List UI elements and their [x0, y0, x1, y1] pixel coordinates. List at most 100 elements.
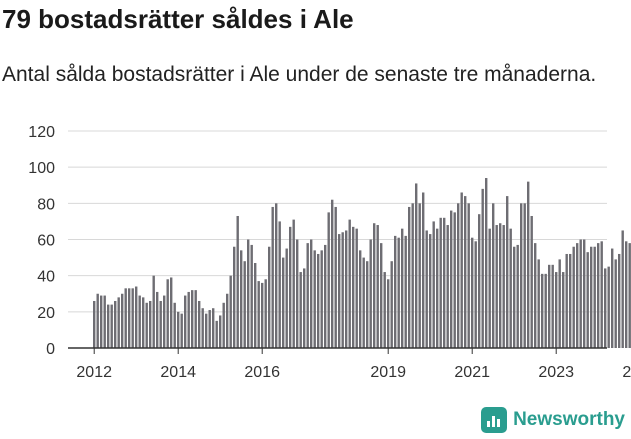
- bar: [212, 308, 215, 348]
- bar: [268, 246, 271, 348]
- bar: [565, 253, 568, 348]
- bar: [121, 293, 124, 348]
- bar: [345, 230, 348, 348]
- bar: [103, 295, 106, 348]
- bar: [621, 230, 624, 348]
- bar: [544, 273, 547, 348]
- bar: [597, 243, 600, 348]
- x-tick-label: 2016: [244, 364, 280, 381]
- bar: [229, 275, 232, 348]
- bar: [506, 196, 509, 348]
- bar: [593, 246, 596, 348]
- bar: [429, 234, 432, 348]
- bar: [614, 259, 617, 348]
- y-tick-label: 100: [28, 160, 55, 177]
- bar: [131, 288, 134, 348]
- x-tick-label: 2023: [538, 364, 574, 381]
- bar: [488, 228, 491, 348]
- bar: [579, 239, 582, 348]
- x-tick-label: 2012: [76, 364, 112, 381]
- bar: [422, 192, 425, 348]
- bar: [180, 313, 183, 348]
- bar: [411, 203, 414, 348]
- bar: [628, 243, 631, 348]
- bar: [481, 188, 484, 348]
- bar: [236, 215, 239, 348]
- chart-subtitle: Antal sålda bostadsrätter i Ale under de…: [2, 63, 597, 86]
- bar: [135, 286, 138, 348]
- bar: [313, 250, 316, 348]
- bar: [394, 235, 397, 348]
- bar: [586, 252, 589, 348]
- bar: [247, 239, 250, 348]
- bar: [292, 219, 295, 348]
- bar: [562, 272, 565, 348]
- bar: [569, 253, 572, 348]
- bar: [471, 237, 474, 348]
- bar: [142, 297, 145, 348]
- bar: [96, 293, 99, 348]
- bar: [401, 228, 404, 348]
- bar: [425, 230, 428, 348]
- bar: [439, 217, 442, 348]
- bar: [240, 250, 243, 348]
- bar: [222, 302, 225, 348]
- bar: [453, 212, 456, 348]
- bar: [191, 290, 194, 348]
- bar: [215, 320, 218, 348]
- bar: [310, 239, 313, 348]
- bar: [446, 225, 449, 348]
- bar: [366, 261, 369, 348]
- bar: [254, 263, 257, 348]
- bar: [478, 214, 481, 348]
- bar: [534, 243, 537, 348]
- bar: [516, 244, 519, 348]
- bar: [572, 246, 575, 348]
- bar: [170, 277, 173, 348]
- bar: [303, 268, 306, 348]
- bar: [156, 291, 159, 348]
- bar: [317, 253, 320, 348]
- y-tick-label: 0: [46, 341, 55, 358]
- bar: [173, 302, 176, 348]
- bar: [250, 244, 253, 348]
- bar: [443, 217, 446, 348]
- bar: [495, 225, 498, 348]
- newsworthy-logo-text: Newsworthy: [513, 409, 625, 430]
- bar: [352, 226, 355, 348]
- bar: [415, 183, 418, 348]
- bar: [208, 310, 211, 348]
- bar: [355, 228, 358, 348]
- bar: [163, 295, 166, 348]
- bar: [285, 248, 288, 348]
- bar: [576, 243, 579, 348]
- bar: [474, 241, 477, 348]
- bar: [320, 250, 323, 348]
- bar: [436, 228, 439, 348]
- bar: [418, 203, 421, 348]
- bar: [341, 232, 344, 348]
- bar: [527, 181, 530, 348]
- y-tick-label: 80: [37, 196, 55, 213]
- y-tick-label: 60: [37, 233, 55, 250]
- newsworthy-logo: Newsworthy: [481, 407, 625, 433]
- bar: [376, 225, 379, 348]
- bar: [362, 257, 365, 348]
- bar: [306, 243, 309, 348]
- bar: [530, 215, 533, 348]
- bar: [271, 206, 274, 348]
- bar: [600, 241, 603, 348]
- bar: [499, 223, 502, 348]
- bar: [555, 272, 558, 348]
- x-tick-label: 2021: [454, 364, 490, 381]
- bar: [278, 221, 281, 348]
- bar: [243, 261, 246, 348]
- bar: [145, 302, 148, 348]
- bar: [551, 264, 554, 348]
- bar: [541, 273, 544, 348]
- bar: [607, 266, 610, 348]
- bar: [107, 304, 110, 348]
- bar: [348, 219, 351, 348]
- bar: [187, 291, 190, 348]
